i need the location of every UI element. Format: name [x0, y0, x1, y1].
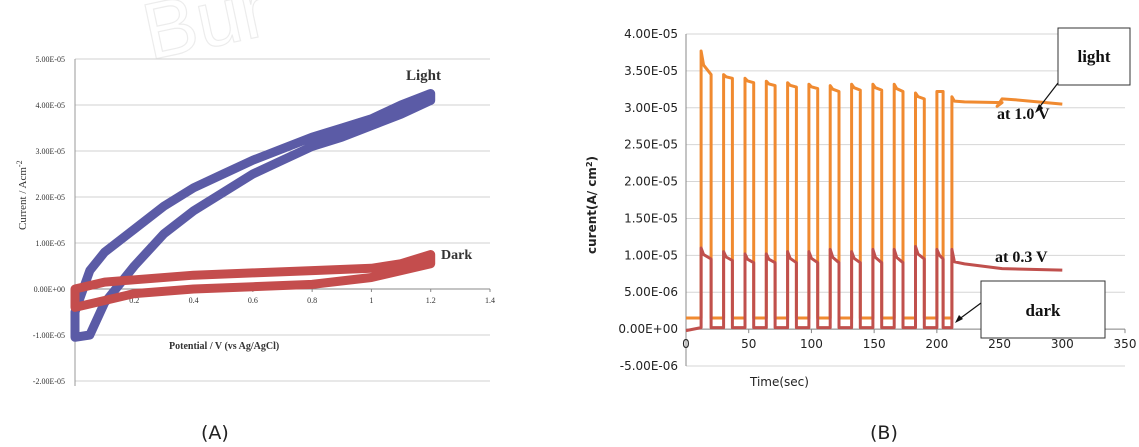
panel-b-y-tick-label: 3.00E-05	[624, 101, 678, 115]
panel-b-annotation-1v: at 1.0 V	[997, 106, 1050, 123]
panel-b-x-tick-label: 100	[800, 337, 823, 351]
panel-b-y-ticks: 4.00E-05 3.50E-05 3.00E-05 2.50E-05 2.00E-05…	[618, 27, 678, 373]
panel-b-chart: 4.00E-05 3.50E-05 3.00E-05 2.50E-05 2.00E-05…	[585, 27, 1136, 389]
panel-b-x-tick-label: 150	[863, 337, 886, 351]
panel-a-y-tick-label: -2.00E-05	[33, 377, 65, 386]
panel-a-annotation-dark: Dark	[441, 248, 472, 263]
svg-text:Bur: Bur	[135, 0, 275, 77]
panel-b-x-axis-label: Time(sec)	[749, 375, 809, 389]
panel-b-y-tick-label: 5.00E-06	[624, 285, 678, 299]
panel-b-y-tick-label: 1.50E-05	[624, 211, 678, 225]
panel-b-y-tick-label: 0.00E+00	[618, 322, 678, 336]
panel-b-y-tick-label: -5.00E-06	[620, 359, 678, 373]
panel-b-x-tick-label: 350	[1114, 337, 1137, 351]
panel-a-y-axis-label-main: Current / Acm	[17, 167, 29, 230]
panel-a-x-tick-label: 0.6	[248, 296, 258, 305]
panel-a-x-axis-label: Potential / V (vs Ag/AgCl)	[169, 341, 279, 352]
panel-a-y-axis-label-sup: -2	[15, 160, 24, 167]
panel-label-b: (B)	[870, 422, 898, 444]
panel-b-annotation-03v: at 0.3 V	[995, 249, 1048, 266]
panel-a-y-tick-label: 3.00E-05	[35, 147, 65, 156]
panel-a-annotation-light: Light	[406, 68, 441, 84]
panel-a-grid	[75, 59, 490, 381]
panel-b-y-tick-label: 1.00E-05	[624, 248, 678, 262]
panel-a-chart: 5.00E-05 4.00E-05 3.00E-05 2.00E-05 1.00E-05…	[15, 55, 495, 386]
panel-a-x-tick-label: 1.2	[426, 296, 436, 305]
panel-b-x-tick-label: 250	[988, 337, 1011, 351]
panel-a-x-tick-label: 0.8	[307, 296, 317, 305]
panel-b-y-tick-label: 2.50E-05	[624, 138, 678, 152]
panel-b-x-tick-label: 50	[741, 337, 756, 351]
panel-b-callout-light-label: light	[1077, 47, 1110, 66]
panel-a-y-tick-label: 0.00E+00	[34, 285, 65, 294]
panel-a-y-axis-label: Current / Acm-2	[15, 160, 29, 230]
panel-a-x-tick-label: 0.4	[189, 296, 199, 305]
panel-b-y-tick-label: 3.50E-05	[624, 64, 678, 78]
panel-a-y-tick-label: 4.00E-05	[35, 101, 65, 110]
panel-b-x-ticks: 0 50 100 150 200 250 300 350	[682, 337, 1136, 351]
panel-a-y-tick-label: 2.00E-05	[35, 193, 65, 202]
panel-b-x-tick-label: 0	[682, 337, 690, 351]
panel-b-callout-dark-label: dark	[1026, 301, 1062, 320]
panel-a-x-tick-label: 1	[369, 296, 373, 305]
panel-a-y-tick-label: -1.00E-05	[33, 331, 65, 340]
panel-b-y-tick-label: 4.00E-05	[624, 27, 678, 41]
panel-b-y-axis-label-main: curent(A/ cm	[585, 167, 599, 254]
panel-b-x-tick-label: 200	[925, 337, 948, 351]
panel-b-x-tick-label: 300	[1051, 337, 1074, 351]
panel-b-y-axis-label: curent(A/ cm2)	[585, 156, 599, 254]
panel-b-y-tick-label: 2.00E-05	[624, 175, 678, 189]
panel-a-y-tick-label: 5.00E-05	[35, 55, 65, 64]
panel-a-y-tick-label: 1.00E-05	[35, 239, 65, 248]
panel-label-a: (A)	[201, 422, 229, 444]
panel-b-y-axis-label-tail: )	[585, 156, 599, 161]
panel-a-y-ticks: 5.00E-05 4.00E-05 3.00E-05 2.00E-05 1.00E-05…	[33, 55, 65, 386]
panel-a-x-tick-label: 1.4	[485, 296, 495, 305]
watermark: Bur	[135, 0, 275, 77]
